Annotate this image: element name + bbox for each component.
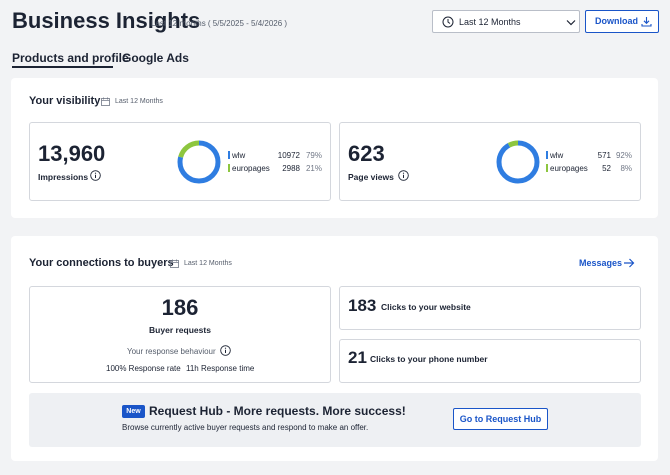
- legend-value-wlw: 571: [597, 151, 611, 160]
- website-clicks-label: Clicks to your website: [381, 302, 471, 312]
- impressions-value: 13,960: [38, 141, 106, 166]
- legend-value-europages: 52: [602, 164, 611, 173]
- download-label: Download: [595, 16, 638, 26]
- chevron-down-icon: [566, 20, 576, 26]
- page-header: Business Insights Last 12 months ( 5/5/2…: [0, 0, 670, 78]
- clock-icon: [442, 16, 454, 28]
- visibility-title: Your visibility: [29, 95, 101, 107]
- donut-segment-europages: [177, 140, 221, 184]
- phone-clicks-value: 21: [348, 348, 367, 367]
- legend-pct-europages: 8%: [620, 164, 632, 173]
- active-tab-indicator: [12, 66, 113, 68]
- donut-segment-wlw: [496, 140, 540, 184]
- page-views-value: 623: [348, 141, 385, 166]
- calendar-icon: [170, 259, 179, 268]
- website-clicks-value: 183: [348, 296, 377, 315]
- response-behaviour-label: Your response behaviour: [127, 347, 216, 356]
- page-views-donut-chart: [496, 140, 540, 184]
- impressions-label: Impressions: [38, 172, 89, 182]
- connections-period: Last 12 Months: [184, 260, 232, 267]
- legend-pct-europages: 21%: [305, 164, 322, 173]
- legend-label-europages: europages: [550, 164, 588, 173]
- calendar-icon: [101, 97, 110, 106]
- time-range-value: Last 12 Months: [459, 17, 521, 27]
- info-icon[interactable]: [90, 170, 101, 181]
- page-views-panel: [339, 122, 641, 201]
- legend-value-europages: 2988: [282, 164, 300, 173]
- page-title: Business Insights: [12, 8, 201, 33]
- date-range-subtitle: Last 12 months ( 5/5/2025 - 5/4/2026 ): [151, 19, 288, 28]
- legend-label-wlw: wlw: [550, 151, 564, 160]
- legend-value-wlw: 10972: [277, 151, 300, 160]
- donut-segment-europages: [496, 140, 540, 184]
- new-badge: New: [122, 405, 145, 418]
- legend-pct-wlw: 79%: [305, 151, 322, 160]
- legend-marker-europages: [228, 164, 230, 172]
- time-range-select[interactable]: Last 12 Months: [432, 10, 580, 33]
- legend-label-europages: europages: [232, 164, 270, 173]
- page-views-label: Page views: [348, 172, 394, 182]
- legend-pct-wlw: 92%: [615, 151, 632, 160]
- legend-marker-wlw: [228, 151, 230, 159]
- buyer-requests-value: 186: [161, 295, 199, 320]
- download-icon: [641, 17, 652, 27]
- messages-link[interactable]: Messages: [579, 258, 623, 268]
- request-hub-text: Browse currently active buyer requests a…: [122, 423, 369, 432]
- request-hub-banner: [29, 393, 641, 447]
- buyer-requests-panel: [29, 286, 331, 383]
- request-hub-title: Request Hub - More requests. More succes…: [149, 404, 406, 418]
- info-icon[interactable]: [220, 345, 231, 356]
- phone-clicks-label: Clicks to your phone number: [370, 354, 488, 364]
- legend-marker-wlw: [546, 151, 548, 159]
- go-to-request-hub-button[interactable]: Go to Request Hub: [453, 408, 548, 430]
- arrow-right-icon[interactable]: [623, 257, 635, 269]
- tab-products-and-profile[interactable]: Products and profile: [12, 51, 129, 65]
- response-time: 11h Response time: [186, 364, 255, 373]
- response-rate: 100% Response rate: [106, 364, 181, 373]
- visibility-period: Last 12 Months: [115, 98, 163, 105]
- phone-clicks-panel: [339, 339, 641, 383]
- info-icon[interactable]: [398, 170, 409, 181]
- website-clicks-panel: [339, 286, 641, 330]
- download-button[interactable]: Download: [585, 10, 659, 33]
- legend-label-wlw: wlw: [232, 151, 246, 160]
- legend-marker-europages: [546, 164, 548, 172]
- buyer-requests-label: Buyer requests: [149, 325, 211, 335]
- impressions-donut-chart: [177, 140, 221, 184]
- connections-title: Your connections to buyers: [29, 257, 174, 269]
- tab-google-ads[interactable]: Google Ads: [122, 51, 189, 65]
